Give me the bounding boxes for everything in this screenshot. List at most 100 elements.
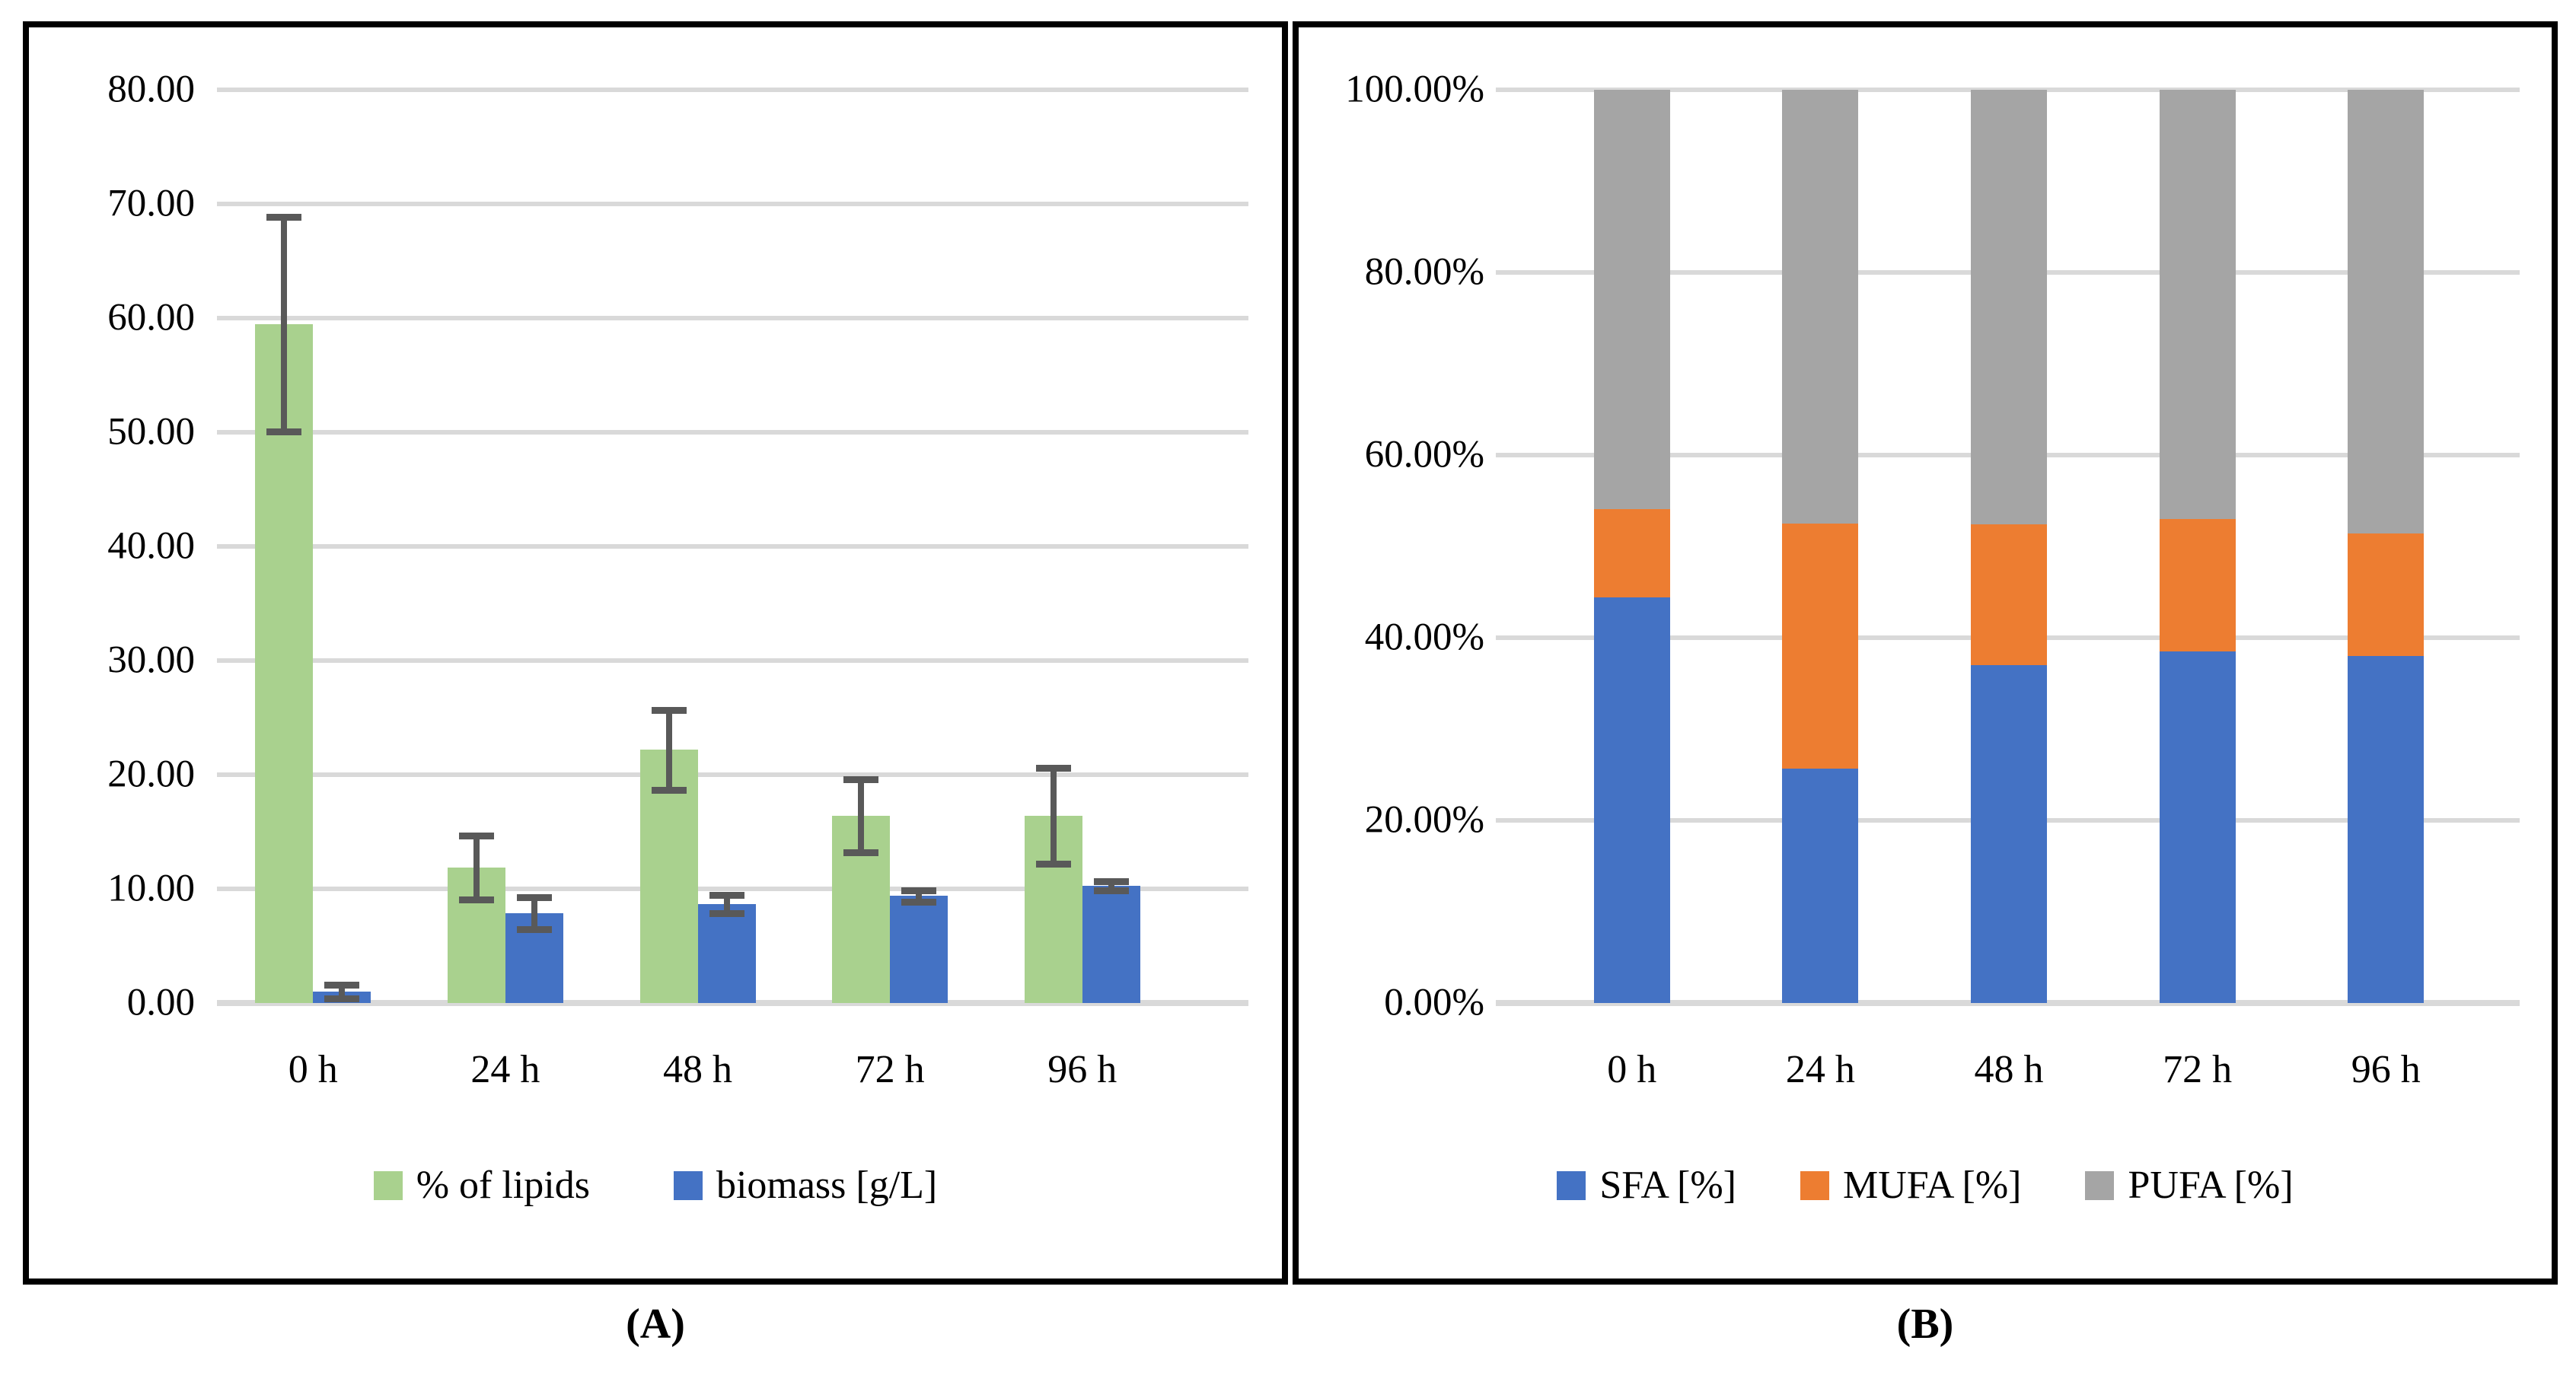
error-bar-line xyxy=(531,896,537,929)
legend-item--of-lipids: % of lipids xyxy=(373,1164,590,1207)
legend-swatch-icon xyxy=(673,1171,703,1200)
legend-item-mufa-: MUFA [%] xyxy=(1800,1166,2021,1205)
stack-segment-sfa--96h xyxy=(2348,656,2425,1003)
gridline-0.00 xyxy=(217,1000,1248,1006)
error-bar-cap xyxy=(516,925,552,933)
caption-a: (A) xyxy=(626,1301,685,1348)
gridline-30.00 xyxy=(217,658,1248,663)
legend-swatch-icon xyxy=(1800,1171,1829,1200)
legend-swatch-icon xyxy=(373,1171,403,1200)
error-bar-cap xyxy=(324,995,360,1002)
error-bar-cap xyxy=(266,428,302,435)
x-axis-label-72h: 72 h xyxy=(855,1048,925,1091)
stack-segment-mufa--48h xyxy=(1971,524,2047,665)
legend-item-label: biomass [g/L] xyxy=(716,1164,938,1207)
error-bar-cap xyxy=(901,887,937,894)
x-axis-label-96h: 96 h xyxy=(1047,1048,1117,1091)
legend-item-label: MUFA [%] xyxy=(1842,1164,2022,1207)
chart-A-plot-area: 0.00 10.00 20.00 30.00 40.00 50.00 60.00 70.00 8… xyxy=(29,27,1282,1279)
error-bar-cap xyxy=(516,893,552,901)
panel-b-fatty-acid-composition-chart: 0.00% 20.00% 40.00% 60.00% 80.00% 100.00% 0 h 2… xyxy=(1293,21,2558,1285)
error-bar-cap xyxy=(651,706,687,714)
error-bar-cap xyxy=(901,898,937,906)
legend-A: % of lipids biomass [g/L] xyxy=(29,1166,1282,1205)
stack-segment-pufa--0h xyxy=(1593,90,1670,509)
chart-B-plot-area: 0.00% 20.00% 40.00% 60.00% 80.00% 100.00% 0 h 2… xyxy=(1299,27,2552,1279)
y-axis-tick-label: 10.00 xyxy=(107,867,195,910)
caption-b: (B) xyxy=(1896,1301,1954,1348)
legend-item-label: % of lipids xyxy=(416,1164,590,1207)
error-bar-cap xyxy=(1093,887,1129,894)
y-axis-tick-label: 40.00% xyxy=(1364,616,1484,659)
stack-segment-mufa--0h xyxy=(1593,508,1670,598)
error-bar-cap xyxy=(709,891,744,899)
error-bar-cap xyxy=(1035,861,1071,868)
gridline-80.00 xyxy=(217,88,1248,92)
x-axis-label-24h: 24 h xyxy=(1785,1048,1855,1091)
legend-item-pufa-: PUFA [%] xyxy=(2085,1164,2294,1207)
gridline-60.00 xyxy=(217,316,1248,320)
stack-segment-mufa--72h xyxy=(2159,519,2236,651)
stack-segment-mufa--96h xyxy=(2348,533,2425,656)
error-bar-cap xyxy=(709,909,744,917)
error-bar-cap xyxy=(843,849,879,856)
gridline-70.00 xyxy=(217,202,1248,206)
gridline-50.00 xyxy=(217,430,1248,435)
y-axis-tick-label: 40.00 xyxy=(107,524,195,568)
error-bar-cap xyxy=(324,982,360,989)
stack-segment-pufa--48h xyxy=(1971,90,2047,525)
stack-segment-pufa--72h xyxy=(2159,90,2236,519)
x-axis-label-0h: 0 h xyxy=(1607,1048,1657,1091)
y-axis-tick-label: 70.00 xyxy=(107,182,195,225)
error-bar-line xyxy=(281,216,288,431)
y-axis-tick-label: 20.00 xyxy=(107,753,195,796)
x-axis-label-72h: 72 h xyxy=(2163,1048,2233,1091)
bar-biomass-g-l--72h xyxy=(890,896,948,1003)
panel-a-lipids-biomass-chart: 0.00 10.00 20.00 30.00 40.00 50.00 60.00 70.00 8… xyxy=(23,21,1288,1285)
x-axis-label-96h: 96 h xyxy=(2351,1048,2421,1091)
y-axis-tick-label: 80.00 xyxy=(107,68,195,111)
error-bar-cap xyxy=(843,776,879,783)
x-axis-label-24h: 24 h xyxy=(470,1048,540,1091)
y-axis-tick-label: 80.00% xyxy=(1364,250,1484,294)
error-bar-line xyxy=(1108,880,1114,890)
y-axis-tick-label: 100.00% xyxy=(1345,68,1484,111)
legend-B: SFA [%] MUFA [%] PUFA [%] xyxy=(1299,1166,2552,1205)
gridline-40.00 xyxy=(217,544,1248,549)
bar--of-lipids-0h xyxy=(255,323,314,1003)
error-bar-cap xyxy=(1093,877,1129,885)
bar-biomass-g-l--48h xyxy=(697,903,756,1003)
error-bar-line xyxy=(665,709,672,790)
y-axis-tick-label: 50.00 xyxy=(107,410,195,454)
stack-segment-sfa--72h xyxy=(2159,651,2236,1003)
stack-segment-pufa--24h xyxy=(1782,90,1859,524)
x-axis-label-48h: 48 h xyxy=(1974,1048,2044,1091)
x-axis-label-0h: 0 h xyxy=(288,1048,338,1091)
error-bar-line xyxy=(339,985,346,998)
error-bar-cap xyxy=(458,896,494,903)
legend-item-label: SFA [%] xyxy=(1599,1164,1736,1207)
x-axis-label-48h: 48 h xyxy=(663,1048,732,1091)
stack-segment-sfa--48h xyxy=(1971,665,2047,1003)
error-bar-cap xyxy=(458,832,494,839)
legend-item-label: PUFA [%] xyxy=(2128,1164,2294,1207)
y-axis-tick-label: 30.00 xyxy=(107,638,195,682)
legend-item-sfa-: SFA [%] xyxy=(1557,1166,1736,1205)
error-bar-line xyxy=(473,835,480,900)
y-axis-tick-label: 60.00% xyxy=(1364,433,1484,476)
gridline-10.00 xyxy=(217,887,1248,891)
y-axis-tick-label: 0.00 xyxy=(126,981,195,1024)
stack-segment-pufa--96h xyxy=(2348,90,2425,534)
error-bar-line xyxy=(916,890,923,902)
legend-swatch-icon xyxy=(2085,1171,2115,1200)
gridline-0.00% xyxy=(1496,1000,2520,1006)
y-axis-tick-label: 0.00% xyxy=(1384,981,1484,1024)
stack-segment-sfa--24h xyxy=(1782,768,1859,1003)
stack-segment-mufa--24h xyxy=(1782,524,1859,769)
error-bar-line xyxy=(723,894,730,913)
error-bar-line xyxy=(858,779,865,852)
stack-segment-sfa--0h xyxy=(1593,597,1670,1003)
y-axis-tick-label: 20.00% xyxy=(1364,798,1484,842)
y-axis-tick-label: 60.00 xyxy=(107,296,195,339)
